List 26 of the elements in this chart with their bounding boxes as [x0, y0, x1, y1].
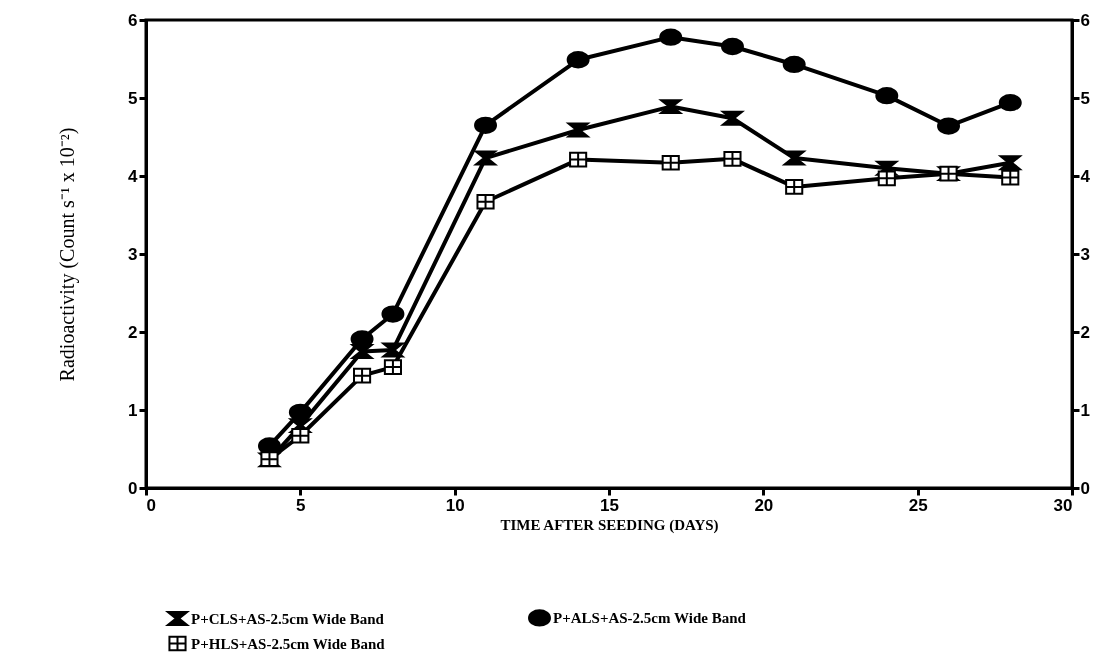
- x-axis-title: TIME AFTER SEEDING (DAYS): [500, 516, 719, 534]
- x-tick-label: 5: [296, 495, 306, 515]
- x-tick-label: 20: [754, 495, 774, 515]
- x-tick-label: 15: [600, 495, 619, 515]
- x-tick-label: 0: [146, 495, 156, 515]
- y2-tick-label: 6: [1080, 10, 1090, 30]
- legend-label: P+ALS+AS-2.5cm Wide Band: [553, 609, 747, 626]
- y2-tick-label: 1: [1080, 400, 1090, 420]
- x-tick-label: 10: [445, 495, 465, 515]
- y-axis-title: Radioactivity (Count s⁻¹ x 10⁻²): [56, 127, 80, 382]
- y2-tick-label: 3: [1080, 244, 1090, 264]
- x-tick-label: 30: [1053, 495, 1073, 515]
- y2-tick-label: 2: [1080, 322, 1090, 342]
- y-tick-label: 1: [128, 400, 138, 420]
- y-tick-label: 5: [128, 88, 138, 108]
- y2-tick-label: 5: [1080, 88, 1090, 108]
- legend-label: P+CLS+AS-2.5cm Wide Band: [191, 610, 385, 627]
- y-tick-label: 6: [128, 10, 138, 30]
- y-tick-label: 3: [128, 244, 138, 264]
- y-tick-label: 2: [128, 322, 138, 342]
- x-tick-label: 25: [908, 495, 928, 515]
- y2-tick-label: 0: [1080, 478, 1090, 498]
- y-tick-label: 4: [128, 166, 139, 186]
- legend-label: P+HLS+AS-2.5cm Wide Band: [191, 635, 386, 652]
- y-tick-label: 0: [128, 478, 138, 498]
- y2-tick-label: 4: [1080, 166, 1091, 186]
